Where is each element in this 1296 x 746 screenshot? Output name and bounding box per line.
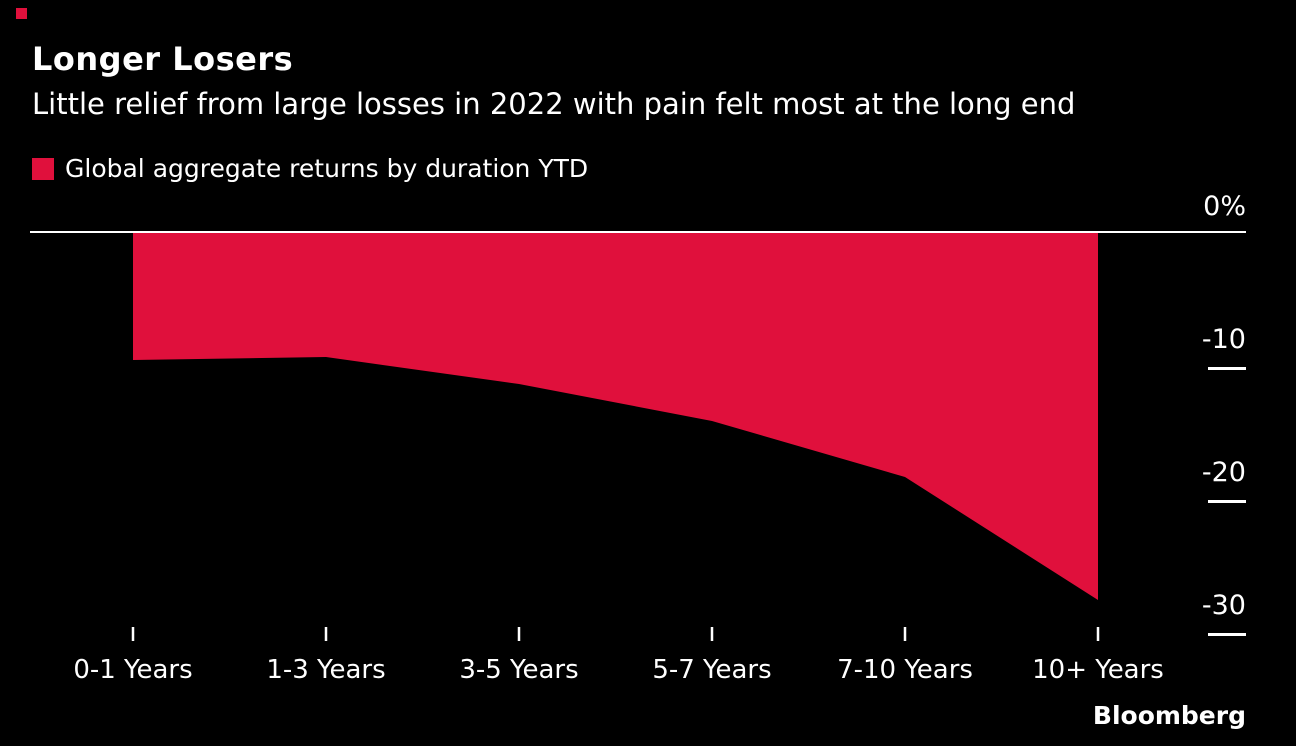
x-axis-label: 7-10 Years [837,655,973,685]
corner-marker [16,8,27,19]
y-axis-tickmark [1208,367,1246,370]
y-axis-label: -30 [1201,590,1246,621]
chart-subtitle: Little relief from large losses in 2022 … [32,87,1076,121]
legend-label: Global aggregate returns by duration YTD [65,154,589,183]
area-series [133,232,1098,600]
legend: Global aggregate returns by duration YTD [32,154,588,183]
y-axis-tickmark [1208,633,1246,636]
x-axis-ticks [131,627,1100,641]
y-axis-label: 0% [1203,191,1246,222]
x-axis-label: 10+ Years [1032,655,1164,685]
bloomberg-logo: Bloomberg [1092,701,1246,730]
y-axis-label: -20 [1201,457,1246,488]
x-axis-label: 5-7 Years [652,655,772,685]
y-axis-label: -10 [1201,324,1246,355]
x-axis-label: 3-5 Years [459,655,579,685]
x-axis-label: 0-1 Years [73,655,193,685]
chart-title: Longer Losers [32,40,294,78]
y-axis-tickmark [1208,500,1246,503]
legend-swatch [32,157,54,180]
x-axis-label: 1-3 Years [266,655,386,685]
